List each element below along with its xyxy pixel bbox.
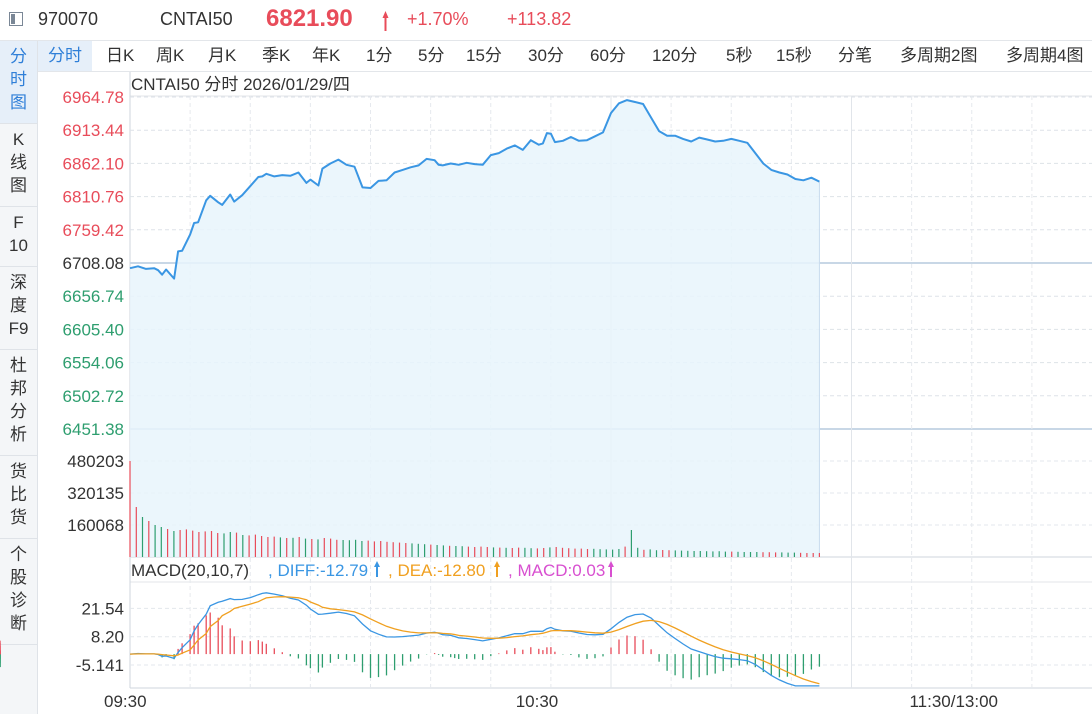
tab-5[interactable]: 年K <box>312 46 341 65</box>
price-tick-1: 6913.44 <box>63 121 124 140</box>
price-tick-7: 6605.40 <box>63 320 124 339</box>
chart-title: CNTAI50 分时 2026/01/29/四 <box>131 75 350 94</box>
tab-16[interactable]: 多周期4图 <box>1006 46 1084 65</box>
x-tick-1: 10:30 <box>516 692 559 711</box>
price-panel[interactable] <box>129 99 820 557</box>
tab-9[interactable]: 30分 <box>528 46 564 65</box>
legend-up-arrow-icon-1 <box>494 561 500 577</box>
tab-15[interactable]: 多周期2图 <box>900 46 978 65</box>
macd-title: MACD(20,10,7) <box>131 561 249 580</box>
chart-labels: CNTAI50 分时 2026/01/29/四 6964.78 6913.44 686… <box>63 75 998 711</box>
x-tick-2: 11:30/13:00 <box>909 692 998 711</box>
macd-tick-0: 21.54 <box>81 599 124 618</box>
price-tick-2: 6862.10 <box>63 154 124 173</box>
price-tick-0: 6964.78 <box>63 88 124 107</box>
macd-panel[interactable] <box>0 592 821 687</box>
sidebar-toggle-icon[interactable] <box>9 12 23 26</box>
left-nav-item-4[interactable]: 杜邦分析 <box>0 350 37 456</box>
price-tick-10: 6451.38 <box>63 420 124 439</box>
tab-3[interactable]: 月K <box>208 46 237 65</box>
price-tick-8: 6554.06 <box>63 354 124 373</box>
price-tick-9: 6502.72 <box>63 387 124 406</box>
diff-line <box>129 592 820 687</box>
stock-code: 970070 <box>38 9 99 29</box>
tab-12[interactable]: 5秒 <box>726 46 753 65</box>
tab-10[interactable]: 60分 <box>590 46 626 65</box>
left-nav: 分时图 K 线图 F 10 深度 F9 杜邦分析货比货个股诊断 <box>0 41 38 714</box>
left-nav-item-3[interactable]: 深度 F9 <box>0 267 37 350</box>
macd-legend-2: , MACD:0.03 <box>508 561 605 580</box>
tab-2[interactable]: 周K <box>156 46 185 65</box>
price-line <box>129 99 820 280</box>
period-tabs: 分时 日K 周K 月K 季K 年K 1分 5分 15分 30分 60分 120分 5秒 15秒 分笔 多周期2… <box>38 41 1092 72</box>
macd-legend-1: , DEA:-12.80 <box>388 561 485 580</box>
change-value: +113.82 <box>507 9 572 29</box>
last-price: 6821.90 <box>266 5 353 32</box>
price-tick-5: 6708.08 <box>63 254 124 273</box>
stock-name: CNTAI50 <box>160 9 233 29</box>
change-percent: +1.70% <box>407 9 469 29</box>
left-nav-item-0[interactable]: 分时图 <box>0 41 37 124</box>
volume-tick-2: 160068 <box>67 516 124 535</box>
x-tick-0: 09:30 <box>104 692 147 711</box>
macd-tick-2: -5.141 <box>76 656 124 675</box>
macd-legend-0: , DIFF:-12.79 <box>268 561 368 580</box>
volume-panel[interactable] <box>129 461 821 557</box>
tab-1[interactable]: 日K <box>106 46 135 65</box>
macd-tick-1: 8.20 <box>91 628 124 647</box>
dea-line <box>129 596 820 685</box>
legend-up-arrow-icon-2 <box>608 561 614 577</box>
tab-7[interactable]: 5分 <box>418 46 445 65</box>
volume-tick-0: 480203 <box>67 452 124 471</box>
volume-tick-1: 320135 <box>67 484 124 503</box>
quote-header: 970070 CNTAI50 6821.90 +1.70% +113.82 <box>0 0 1092 41</box>
legend-up-arrow-icon-0 <box>374 561 380 577</box>
price-area-fill <box>130 100 820 557</box>
left-nav-item-6[interactable]: 个股诊断 <box>0 539 37 645</box>
tab-14[interactable]: 分笔 <box>838 46 872 65</box>
price-tick-4: 6759.42 <box>63 221 124 240</box>
tab-0[interactable]: 分时 <box>38 41 92 71</box>
left-nav-item-2[interactable]: F 10 <box>0 207 37 267</box>
tab-11[interactable]: 120分 <box>652 46 698 65</box>
tab-6[interactable]: 1分 <box>366 46 393 65</box>
price-tick-6: 6656.74 <box>63 287 124 306</box>
tab-13[interactable]: 15秒 <box>776 46 812 65</box>
tab-8[interactable]: 15分 <box>466 46 502 65</box>
tab-4[interactable]: 季K <box>262 46 291 65</box>
price-tick-3: 6810.76 <box>63 188 124 207</box>
up-arrow-icon <box>382 11 389 31</box>
left-nav-item-5[interactable]: 货比货 <box>0 456 37 539</box>
